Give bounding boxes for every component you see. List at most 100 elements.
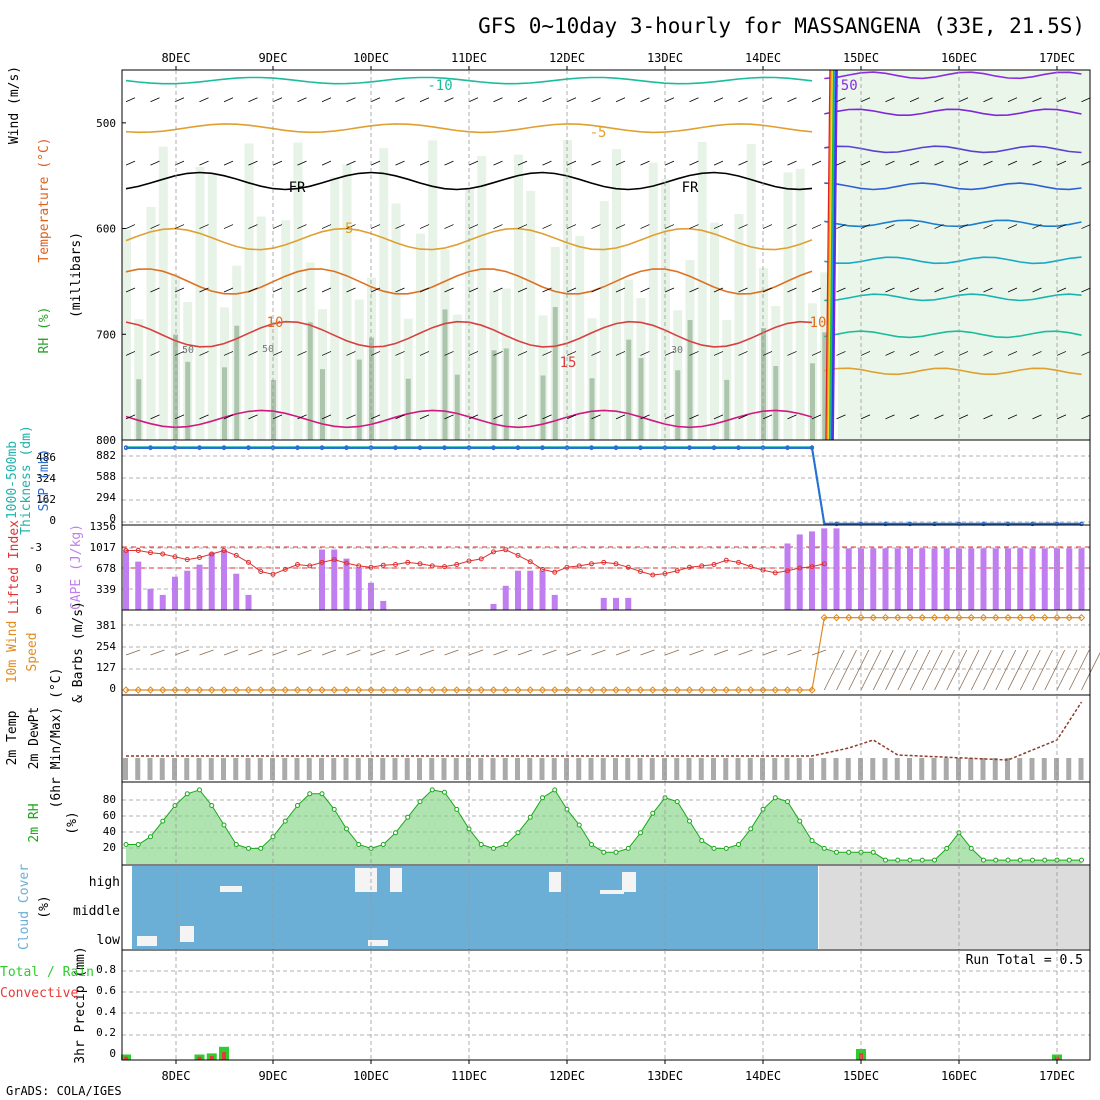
wind-barb	[370, 287, 381, 293]
wind-barb	[395, 414, 405, 420]
top-date-label: 12DEC	[549, 51, 585, 65]
wind-barb	[517, 97, 528, 103]
wind-speed-marker	[416, 686, 424, 694]
y-axis-labels: Wind (m/s) Temperature (°C) RH (%) (milliba…	[0, 66, 94, 1064]
wind-speed-marker	[355, 686, 363, 694]
wind-speed-marker	[293, 686, 302, 694]
cloud-gap	[600, 890, 624, 894]
lifted-index-point	[331, 557, 337, 563]
wind-barb	[370, 224, 381, 229]
wind-barb	[248, 351, 258, 356]
contour-label: 10	[267, 315, 284, 331]
wind-barb	[689, 414, 699, 420]
temp-range-bar	[135, 758, 141, 780]
rh-point	[968, 845, 974, 851]
wind-barb	[199, 160, 209, 166]
rh-point	[821, 845, 827, 851]
wind-speed-marker	[391, 686, 400, 694]
wind-barb	[664, 351, 675, 356]
series-marker	[393, 445, 398, 451]
panel-border	[121, 949, 1091, 1061]
rh-point	[197, 787, 202, 793]
rh-shade	[207, 174, 217, 440]
wind-barb	[762, 649, 778, 656]
wind-barb	[885, 160, 895, 166]
series-marker	[540, 445, 545, 451]
lifted-index-point	[454, 562, 460, 567]
wind-barb	[958, 160, 969, 166]
wind-barb	[1019, 649, 1041, 691]
wind-barb	[566, 351, 577, 356]
wind-barb	[872, 649, 894, 691]
lifted-index-point	[295, 562, 300, 567]
rh-point	[380, 842, 386, 847]
lifted-index-point	[344, 560, 349, 566]
wind-barb	[297, 351, 307, 356]
wind-barb	[566, 224, 577, 229]
wind-speed-marker	[698, 686, 706, 694]
lifted-index-line	[126, 549, 825, 576]
temp-range-bar	[380, 758, 386, 780]
wind-barb	[468, 224, 479, 229]
wind-speed-marker	[244, 686, 253, 694]
rh-point	[552, 787, 558, 793]
rh-point	[515, 830, 521, 836]
series-marker	[711, 445, 717, 451]
series-marker	[442, 445, 447, 451]
rh-shade	[661, 179, 670, 440]
cape-bar	[515, 570, 521, 610]
series-marker	[613, 445, 619, 451]
wind-barb	[885, 649, 906, 691]
rh-point	[687, 818, 692, 824]
wind-barb	[150, 224, 160, 229]
slp-ylabel: SLP (mb)	[37, 449, 52, 512]
contour-label: 15	[560, 355, 577, 371]
rh-shade-dark	[136, 379, 142, 440]
rh-point	[919, 857, 925, 863]
temp-range-bar	[453, 758, 459, 780]
contour-discontinuity	[825, 69, 831, 441]
thickness-tick: 162	[36, 493, 56, 506]
wind-barb	[1081, 652, 1100, 691]
series-marker	[687, 445, 692, 451]
temp-range-bar	[968, 758, 974, 780]
lifted-index-point	[233, 552, 239, 558]
lifted-index-point	[699, 563, 705, 569]
wind-barb	[199, 414, 209, 420]
lifted-index-point	[638, 569, 643, 574]
cloud-gap	[220, 886, 242, 892]
rh-shade-dark	[810, 363, 815, 440]
rh-shade	[612, 149, 621, 440]
wind-barb	[689, 287, 699, 293]
wind-barb	[713, 224, 724, 229]
cloud-gap	[137, 936, 157, 946]
rh-shade-dark	[356, 359, 362, 440]
temp-range-bar	[686, 758, 692, 780]
pressure-tick: 600	[96, 223, 116, 236]
cape-bar	[208, 552, 215, 610]
cape-bar	[870, 548, 877, 610]
rh-point	[613, 849, 619, 855]
lifted-index-point	[417, 561, 423, 567]
cloud-cover-panel: high middle low	[73, 864, 1091, 951]
cape-bar	[943, 548, 950, 610]
precip-tick: 0	[109, 1047, 116, 1060]
wind-barb	[885, 224, 895, 229]
wind-barb	[1032, 160, 1042, 166]
wind-barb	[150, 351, 160, 356]
wind-barb	[321, 414, 332, 420]
temp-range-bar	[417, 758, 422, 780]
run-total-label: Run Total = 0.5	[966, 953, 1083, 968]
temp-range-bar	[723, 758, 729, 780]
wind-barb	[297, 97, 307, 103]
wind-barb	[174, 160, 185, 166]
series-marker	[197, 445, 202, 451]
rh-shade-dark	[540, 375, 546, 440]
wind-tick: 127	[96, 661, 116, 674]
bottom-date-axis: 8DEC 9DEC 10DEC 11DEC 12DEC 13DEC 14DEC 15DEC 16…	[162, 1060, 1075, 1083]
wind-barb	[321, 97, 332, 103]
wind-barb	[444, 351, 454, 356]
temp-range-bar	[490, 758, 496, 780]
wind-barb	[823, 649, 845, 691]
wind-barb	[297, 160, 307, 166]
